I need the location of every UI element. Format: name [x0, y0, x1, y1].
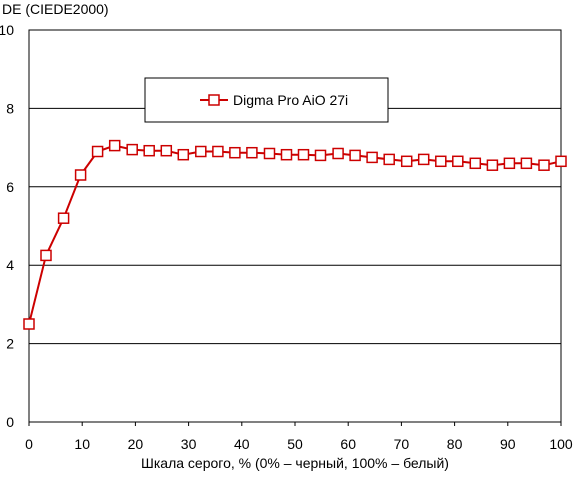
x-tick-label: 40	[234, 436, 250, 452]
data-point	[349, 149, 361, 162]
data-point	[91, 145, 104, 158]
series-layer	[23, 139, 567, 330]
data-point	[177, 148, 190, 161]
data-point	[383, 153, 395, 166]
data-point	[469, 157, 482, 170]
data-point	[486, 159, 499, 171]
y-tick-label: 10	[0, 22, 14, 38]
data-point	[263, 147, 276, 160]
legend-marker	[208, 94, 220, 106]
x-tick-label: 10	[74, 436, 90, 452]
data-point	[195, 145, 207, 158]
x-tick-label: 70	[394, 436, 410, 452]
data-point	[74, 169, 87, 181]
y-tick-label: 8	[6, 100, 14, 116]
data-point	[23, 318, 35, 330]
data-point	[126, 143, 138, 156]
data-point	[452, 155, 464, 168]
data-point	[366, 151, 378, 164]
data-point	[417, 153, 430, 166]
x-tick-label: 0	[25, 436, 33, 452]
y-tick-label: 6	[6, 179, 14, 195]
data-point	[108, 139, 121, 152]
legend: Digma Pro AiO 27i	[144, 77, 389, 123]
x-tick-label: 60	[340, 436, 356, 452]
data-point	[212, 145, 224, 158]
data-point	[229, 146, 241, 159]
y-tick-label: 0	[6, 414, 14, 430]
data-point	[143, 144, 155, 157]
data-point	[314, 149, 327, 162]
x-axis-label: Шкала серого, % (0% – черный, 100% – бел…	[141, 455, 449, 471]
y-axis-label: DE (CIEDE2000)	[2, 1, 109, 17]
data-point	[332, 147, 344, 160]
data-point	[400, 155, 413, 168]
x-tick-label: 80	[447, 436, 463, 452]
data-point	[57, 212, 70, 224]
x-tick-label: 30	[181, 436, 197, 452]
x-tick-label: 90	[500, 436, 516, 452]
data-point	[280, 148, 293, 161]
y-tick-label: 2	[6, 336, 14, 352]
data-point	[520, 157, 533, 170]
legend-label: Digma Pro AiO 27i	[233, 92, 348, 108]
data-point	[435, 155, 447, 168]
legend-box	[144, 77, 389, 123]
data-point	[538, 159, 550, 171]
x-tick-label: 20	[128, 436, 144, 452]
data-point	[503, 157, 516, 170]
x-tick-label: 50	[287, 436, 303, 452]
data-point	[40, 249, 52, 262]
data-point	[297, 148, 310, 161]
data-point	[160, 144, 173, 157]
data-point	[246, 146, 258, 159]
y-tick-label: 4	[6, 257, 14, 273]
data-point	[555, 155, 567, 168]
x-tick-label: 100	[549, 436, 573, 452]
